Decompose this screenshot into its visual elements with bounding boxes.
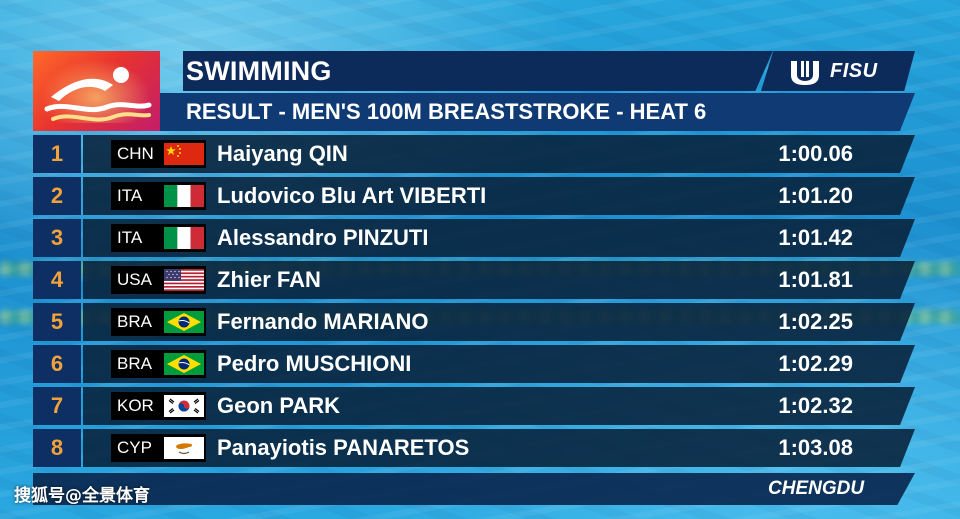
chn-flag-icon xyxy=(164,143,204,165)
rank-number: 5 xyxy=(33,303,81,341)
swimmer-name: Panayiotis PANARETOS xyxy=(217,435,470,460)
country-box: ITA xyxy=(111,224,206,252)
swimmer-name: Ludovico Blu Art VIBERTI xyxy=(217,183,487,208)
result-row: 3 ITA Alessandro PINZUTI 1:01.42 xyxy=(33,219,915,257)
footer-bar xyxy=(33,473,915,505)
swimmer-name: Fernando MARIANO xyxy=(217,309,429,334)
subtitle-bar xyxy=(160,93,915,131)
country-box: CHN xyxy=(111,140,206,168)
rank-number: 7 xyxy=(33,387,81,425)
result-row-background xyxy=(83,177,915,215)
results-list: 1 CHN Haiyang QIN 1:00.06 2 ITA Ludovico Blu A… xyxy=(33,135,915,471)
swimmer-name: Haiyang QIN xyxy=(217,141,348,166)
rank-number: 3 xyxy=(33,219,81,257)
result-time: 1:03.08 xyxy=(778,435,853,460)
fisu-logo-text: FISU xyxy=(830,60,878,82)
swimmer-name: Zhier FAN xyxy=(217,267,321,292)
bra-flag-icon xyxy=(164,311,204,333)
country-code: CHN xyxy=(117,144,154,163)
country-code: BRA xyxy=(117,312,152,331)
event-subtitle: RESULT - MEN'S 100M BREASTSTROKE - HEAT … xyxy=(186,99,707,124)
result-row-background xyxy=(83,261,915,299)
result-row: 2 ITA Ludovico Blu Art VIBERTI 1:01.20 xyxy=(33,177,915,215)
country-code: KOR xyxy=(117,396,154,415)
rank-number: 8 xyxy=(33,429,81,467)
result-row-background xyxy=(83,219,915,257)
ita-flag-icon xyxy=(164,185,204,207)
swimmer-name: Pedro MUSCHIONI xyxy=(217,351,412,376)
watermark: 搜狐号@全景体育 xyxy=(14,486,150,506)
location-label: CHENGDU xyxy=(768,478,865,499)
result-time: 1:01.81 xyxy=(778,267,853,292)
country-code: ITA xyxy=(117,186,143,205)
rank-number: 4 xyxy=(33,261,81,299)
country-box: CYP xyxy=(111,434,206,462)
country-code: ITA xyxy=(117,228,143,247)
result-time: 1:01.42 xyxy=(778,225,853,250)
result-row-background xyxy=(83,345,915,383)
ita-flag-icon xyxy=(164,227,204,249)
rank-number: 1 xyxy=(33,135,81,173)
swimming-logo xyxy=(33,51,160,131)
country-box: BRA xyxy=(111,308,206,336)
fisu-badge xyxy=(761,51,915,91)
country-box: KOR xyxy=(111,392,206,420)
fisu-logo-icon xyxy=(791,61,819,85)
cyp-flag-icon xyxy=(164,437,204,459)
result-time: 1:01.20 xyxy=(778,183,853,208)
country-box: BRA xyxy=(111,350,206,378)
swimmer-name: Geon PARK xyxy=(217,393,341,418)
result-row: 4 USA Zhier FAN 1:01.81 xyxy=(33,261,915,299)
title-bar xyxy=(183,51,773,91)
country-code: CYP xyxy=(117,438,152,457)
page-title: SWIMMING xyxy=(186,56,332,86)
swimmer-icon xyxy=(44,67,152,122)
kor-flag-icon xyxy=(164,395,204,417)
result-time: 1:00.06 xyxy=(778,141,853,166)
result-row: 6 BRA Pedro MUSCHIONI 1:02.29 xyxy=(33,345,915,383)
result-row-background xyxy=(83,303,915,341)
bra-flag-icon xyxy=(164,353,204,375)
result-time: 1:02.32 xyxy=(778,393,853,418)
country-code: BRA xyxy=(117,354,152,373)
results-header: SWIMMING FISU RESULT - MEN'S 100M BREAST… xyxy=(33,51,915,133)
result-row: 8 CYP Panayiotis PANARETOS 1:03.08 xyxy=(33,429,915,467)
rank-number: 2 xyxy=(33,177,81,215)
result-row-background xyxy=(83,135,915,173)
result-row: 5 BRA Fernando MARIANO 1:02.25 xyxy=(33,303,915,341)
result-row: 7 KOR Geon PARK 1:02.32 xyxy=(33,387,915,425)
result-row: 1 CHN Haiyang QIN 1:00.06 xyxy=(33,135,915,173)
result-time: 1:02.29 xyxy=(778,351,853,376)
swimmer-name: Alessandro PINZUTI xyxy=(217,225,429,250)
result-row-background xyxy=(83,387,915,425)
country-box: ITA xyxy=(111,182,206,210)
rank-number: 6 xyxy=(33,345,81,383)
usa-flag-icon xyxy=(164,269,204,291)
result-time: 1:02.25 xyxy=(778,309,853,334)
country-code: USA xyxy=(117,270,152,289)
result-row-background xyxy=(83,429,915,467)
country-box: USA xyxy=(111,266,206,294)
